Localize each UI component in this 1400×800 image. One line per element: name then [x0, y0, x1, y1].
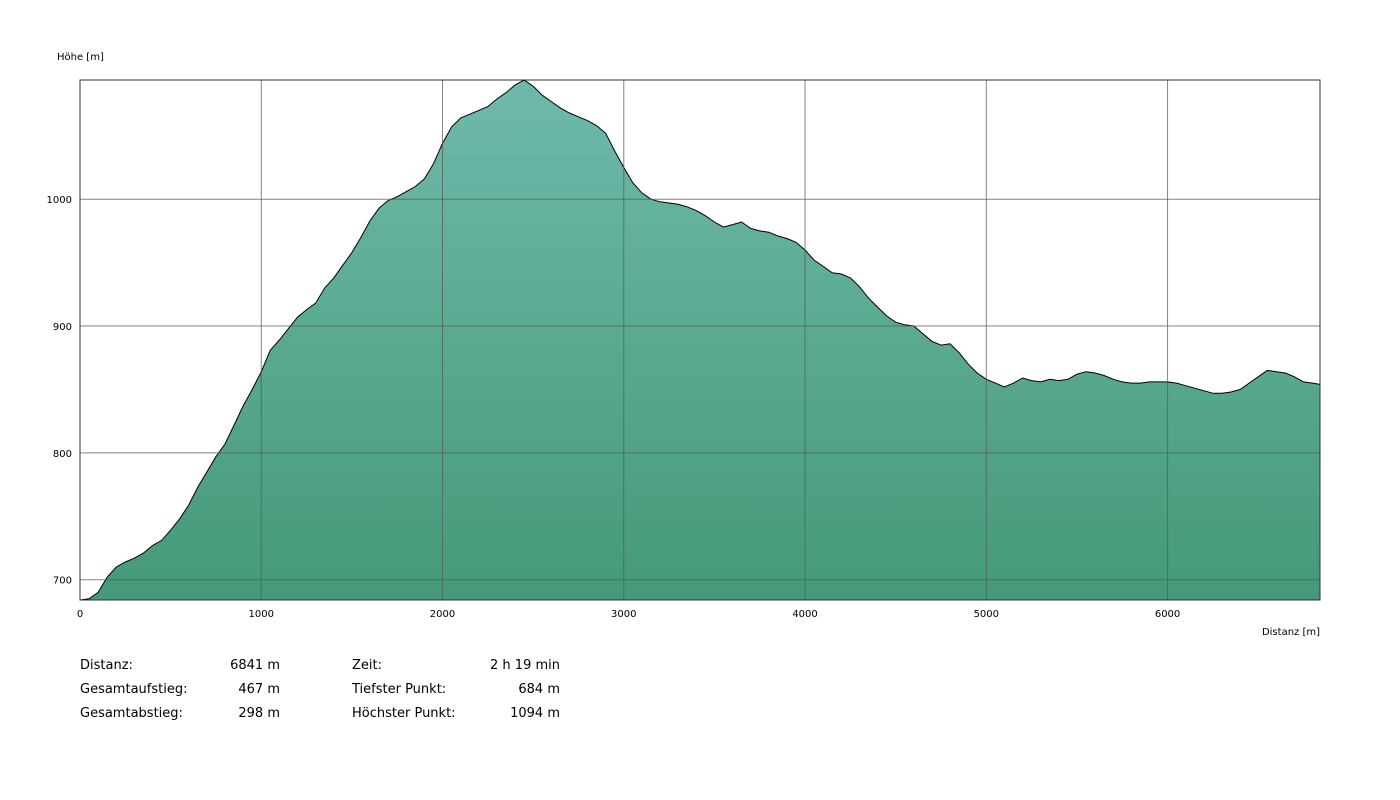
- highest-point-label: Höchster Punkt:: [352, 706, 456, 721]
- y-axis-title: Höhe [m]: [57, 52, 104, 63]
- elevation-area: [80, 80, 1320, 600]
- plot-frame: [79, 79, 1321, 601]
- time-label: Zeit:: [352, 658, 382, 673]
- elevation-line: [79, 79, 1321, 601]
- y-tick-label: 800: [53, 449, 72, 460]
- ascent-value: 467 m: [238, 682, 280, 697]
- y-tick-label: 900: [53, 322, 72, 333]
- ascent-label: Gesamtaufstieg:: [80, 682, 188, 697]
- y-tick-label: 700: [53, 576, 72, 587]
- distance-value: 6841 m: [230, 658, 280, 673]
- y-tick-label: 1000: [47, 195, 72, 206]
- highest-point-value: 1094 m: [510, 706, 560, 721]
- lowest-point-value: 684 m: [518, 682, 560, 697]
- x-tick-label: 5000: [974, 609, 999, 620]
- x-tick-label: 3000: [611, 609, 636, 620]
- track-statistics: Distanz: 6841 m Gesamtaufstieg: 467 m Ge…: [80, 658, 600, 738]
- descent-value: 298 m: [238, 706, 280, 721]
- time-value: 2 h 19 min: [490, 658, 560, 673]
- x-tick-label: 0: [77, 609, 83, 620]
- x-tick-label: 2000: [430, 609, 455, 620]
- descent-label: Gesamtabstieg:: [80, 706, 183, 721]
- x-tick-label: 4000: [792, 609, 817, 620]
- x-tick-label: 6000: [1155, 609, 1180, 620]
- x-tick-label: 1000: [249, 609, 274, 620]
- elevation-profile-chart: 0 1000 2000 3000 4000 5000 6000 700 800 900 1000 H…: [47, 52, 1321, 638]
- lowest-point-label: Tiefster Punkt:: [352, 682, 447, 697]
- x-axis-title: Distanz [m]: [1262, 627, 1320, 638]
- distance-label: Distanz:: [80, 658, 133, 673]
